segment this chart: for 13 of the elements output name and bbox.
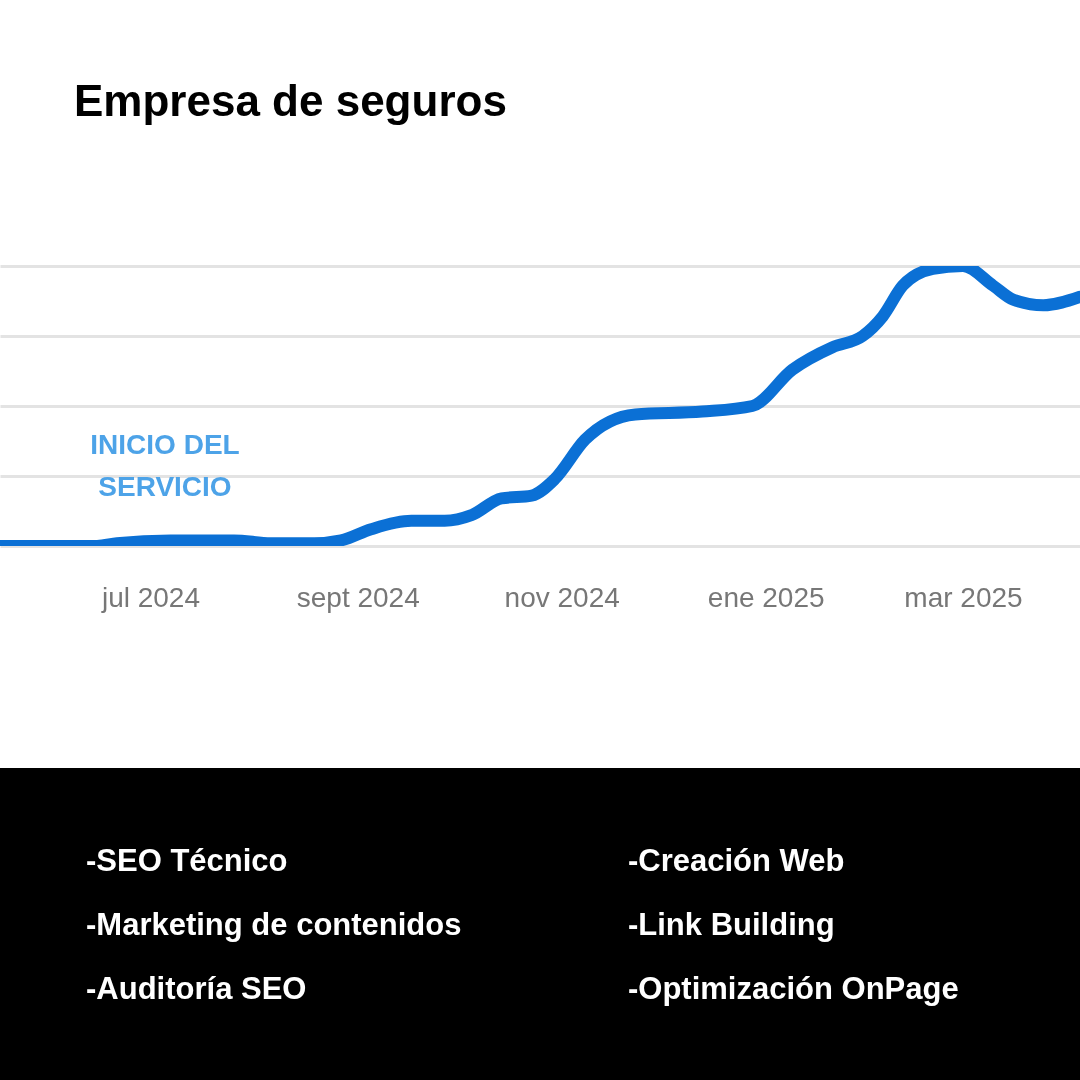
- text: -Marketing de contenidos: [86, 907, 462, 943]
- x-tick-label: nov 2024: [504, 581, 620, 613]
- text: -Optimización OnPage: [628, 971, 959, 1007]
- text: -Auditoría SEO: [86, 971, 307, 1007]
- x-tick-label: sept 2024: [296, 581, 420, 613]
- chart-title: Empresa de seguros: [74, 76, 507, 126]
- text: -Link Building: [628, 907, 835, 943]
- text: -SEO Técnico: [86, 843, 288, 879]
- x-tick-label: ene 2025: [707, 581, 825, 613]
- text: -Creación Web: [628, 843, 845, 879]
- x-tick-label: jul 2024: [100, 581, 201, 613]
- annotation: INICIO DEL SERVICIO: [89, 428, 241, 504]
- x-tick-label: mar 2025: [904, 581, 1023, 613]
